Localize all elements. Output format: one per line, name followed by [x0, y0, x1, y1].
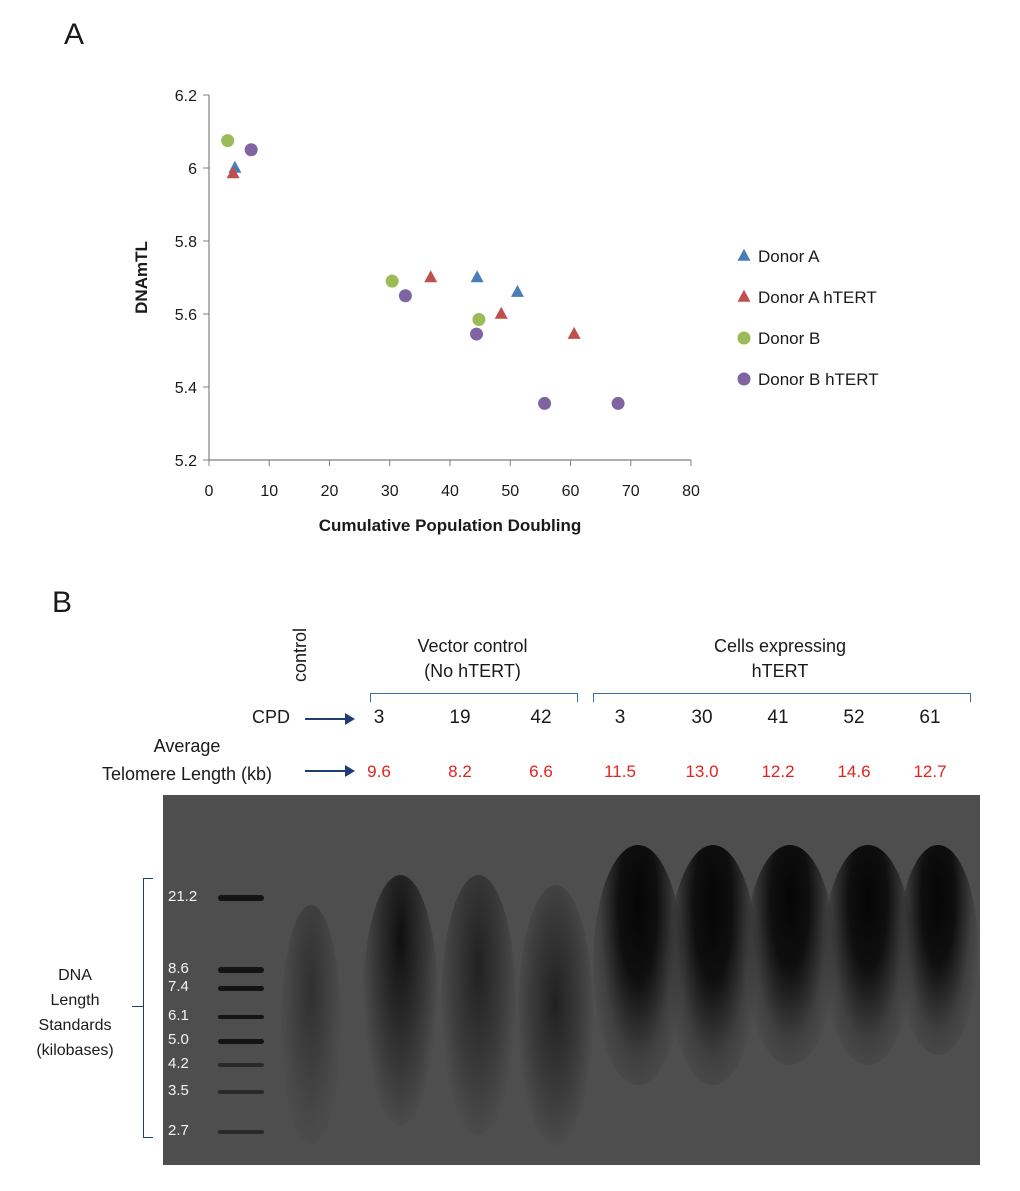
gel-lane-hTERT-30: [668, 845, 758, 1085]
gel-lane-hTERT-41: [745, 845, 835, 1065]
control-label: control: [290, 627, 310, 682]
cpd-value: 42: [530, 707, 552, 728]
ladder-band: [218, 1063, 264, 1067]
gel-lane-hTERT-61: [898, 845, 978, 1055]
data-point: [494, 306, 508, 319]
chart-points: [221, 134, 625, 410]
data-point: [611, 396, 625, 410]
ladder-band: [218, 985, 264, 991]
legend-label: Donor A: [758, 247, 820, 266]
data-point: [538, 396, 552, 410]
y-tick-label: 5.8: [175, 234, 197, 251]
x-tick-label: 20: [321, 483, 339, 500]
standard-label: 5.0: [168, 1031, 189, 1048]
x-tick-label: 0: [205, 483, 214, 500]
legend-label: Donor B: [758, 329, 820, 348]
data-point: [244, 143, 258, 157]
ladder-band: [218, 1015, 264, 1019]
y-tick-label: 6: [188, 161, 197, 178]
cpd-value: 52: [843, 707, 865, 728]
standard-label: 21.2: [168, 888, 198, 905]
data-point: [226, 166, 240, 179]
gel-lane-vector-19: [441, 875, 516, 1135]
data-point: [398, 289, 412, 303]
standard-label: 7.4: [168, 978, 189, 995]
x-axis-title: Cumulative Population Doubling: [319, 516, 582, 535]
telomere-length-value: 9.6: [367, 762, 391, 781]
data-point: [424, 270, 438, 283]
cpd-value: 41: [767, 707, 789, 728]
legend-marker: [737, 372, 751, 386]
chart-legend: Donor A Donor A hTERT Donor B Donor B hTERT: [737, 247, 879, 389]
cpd-value: 30: [691, 707, 713, 728]
standard-label: 4.2: [168, 1055, 189, 1072]
data-point: [472, 312, 486, 326]
telomere-length-value: 12.2: [761, 762, 795, 781]
gel-image: 21.2 8.6 7.4 6.1 5.0 4.2 3.5 2.7: [163, 795, 980, 1165]
cpd-value: 61: [919, 707, 941, 728]
telomere-arrow: [305, 765, 355, 777]
standard-label: 8.6: [168, 960, 189, 977]
data-point: [510, 284, 524, 297]
y-axis-title: DNAmTL: [132, 241, 151, 314]
panel-b-label: B: [52, 586, 73, 619]
cpd-label: CPD: [252, 707, 291, 727]
cpd-arrow: [305, 713, 355, 725]
hTERT-bracket: [593, 693, 971, 702]
standards-caption: DNA Length Standards (kilobases): [36, 967, 114, 1059]
x-tick-label: 10: [260, 483, 278, 500]
legend-marker: [737, 289, 751, 302]
ladder-band: [218, 895, 264, 901]
ladder-band: [218, 1038, 264, 1044]
vector-control-bracket: [370, 693, 578, 702]
x-tick-label: 50: [501, 483, 519, 500]
x-tick-label: 70: [622, 483, 640, 500]
vector-control-group-label: Vector control (No hTERT): [417, 636, 528, 681]
cpd-value: 19: [449, 707, 471, 728]
gel-control-lane: [281, 905, 341, 1145]
telomere-length-value: 11.5: [604, 762, 636, 781]
telomere-length-value: 8.2: [448, 762, 472, 781]
standard-label: 3.5: [168, 1082, 189, 1099]
x-tick-label: 40: [441, 483, 459, 500]
y-tick-label: 5.4: [175, 380, 197, 397]
telomere-length-value: 14.6: [837, 762, 871, 781]
standards-bracket: [132, 878, 153, 1138]
cpd-value: 3: [373, 707, 385, 728]
x-tick-label: 80: [682, 483, 700, 500]
data-point: [385, 274, 399, 288]
gel-lane-vector-3: [363, 875, 438, 1125]
legend-label: Donor A hTERT: [758, 288, 877, 307]
y-tick-label: 5.6: [175, 307, 197, 324]
scatter-chart: 5.2 5.4 5.6 5.8 6 6.2 0 10 20 30 40 50 60 70 80 Cumulat…: [132, 88, 879, 535]
average-telomere-label: Average Telomere Length (kb): [101, 736, 273, 784]
chart-axes: 5.2 5.4 5.6 5.8 6 6.2 0 10 20 30 40 50 60 70 80 Cumulat…: [132, 88, 700, 535]
x-tick-label: 60: [562, 483, 580, 500]
legend-marker: [737, 248, 751, 261]
data-point: [567, 326, 581, 339]
gel-lane-vector-42: [518, 885, 593, 1145]
y-tick-label: 5.2: [175, 453, 197, 470]
y-tick-label: 6.2: [175, 88, 197, 105]
hTERT-group-label: Cells expressing hTERT: [713, 636, 847, 681]
telomere-length-value: 12.7: [913, 762, 947, 781]
telomere-length-value: 6.6: [529, 762, 553, 781]
ladder-band: [218, 1090, 264, 1094]
data-point: [470, 327, 484, 341]
ladder-band: [218, 1130, 264, 1134]
standard-label: 6.1: [168, 1007, 189, 1024]
panel-a-label: A: [64, 18, 85, 51]
x-tick-label: 30: [381, 483, 399, 500]
ladder-band: [218, 967, 264, 973]
telomere-length-value: 13.0: [685, 762, 719, 781]
legend-label: Donor B hTERT: [758, 370, 879, 389]
cpd-value: 3: [614, 707, 626, 728]
standard-label: 2.7: [168, 1122, 189, 1139]
legend-marker: [737, 331, 751, 345]
data-point: [221, 134, 235, 148]
data-point: [470, 270, 484, 283]
